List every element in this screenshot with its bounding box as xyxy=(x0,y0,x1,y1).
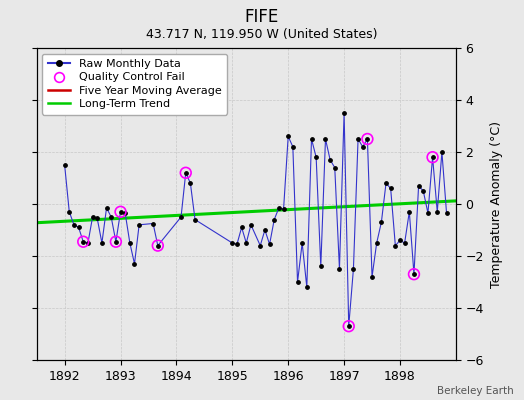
Point xyxy=(326,156,334,163)
Point xyxy=(429,154,437,160)
Point xyxy=(265,241,274,248)
Point xyxy=(154,242,162,249)
Point xyxy=(387,185,395,192)
Point xyxy=(112,238,120,245)
Point xyxy=(65,209,73,215)
Point xyxy=(79,238,88,245)
Point xyxy=(79,238,88,245)
Point xyxy=(93,215,102,222)
Point xyxy=(191,216,199,223)
Legend: Raw Monthly Data, Quality Control Fail, Five Year Moving Average, Long-Term Tren: Raw Monthly Data, Quality Control Fail, … xyxy=(42,54,227,115)
Point xyxy=(275,205,283,211)
Point xyxy=(284,133,292,140)
Text: FIFE: FIFE xyxy=(245,8,279,26)
Point xyxy=(149,220,157,227)
Point xyxy=(368,274,376,280)
Point xyxy=(121,210,129,216)
Point xyxy=(400,240,409,246)
Point xyxy=(429,154,437,160)
Point xyxy=(135,222,144,228)
Point xyxy=(363,136,372,142)
Point xyxy=(433,209,441,215)
Point xyxy=(181,170,190,176)
Point xyxy=(247,222,255,228)
Point xyxy=(340,110,348,116)
Point xyxy=(107,214,115,220)
Point xyxy=(84,240,92,246)
Point xyxy=(405,209,413,215)
Point xyxy=(345,323,353,330)
Point xyxy=(102,205,111,211)
Point xyxy=(289,144,297,150)
Point xyxy=(373,240,381,246)
Point xyxy=(391,242,399,249)
Point xyxy=(298,240,307,246)
Point xyxy=(279,206,288,212)
Point xyxy=(74,224,83,230)
Point xyxy=(112,238,120,245)
Point xyxy=(126,240,134,246)
Point xyxy=(316,263,325,270)
Text: Berkeley Earth: Berkeley Earth xyxy=(437,386,514,396)
Point xyxy=(186,180,194,186)
Point xyxy=(303,284,311,290)
Point xyxy=(331,164,339,171)
Point xyxy=(335,266,344,272)
Point xyxy=(130,261,139,267)
Point xyxy=(237,224,246,230)
Point xyxy=(312,154,320,160)
Point xyxy=(242,240,250,246)
Y-axis label: Temperature Anomaly (°C): Temperature Anomaly (°C) xyxy=(489,120,503,288)
Point xyxy=(345,323,353,330)
Point xyxy=(414,182,423,189)
Point xyxy=(270,216,278,223)
Point xyxy=(438,149,446,155)
Point xyxy=(228,240,236,246)
Point xyxy=(97,240,106,246)
Point xyxy=(70,222,78,228)
Point xyxy=(116,209,125,215)
Point xyxy=(177,214,185,220)
Point xyxy=(419,188,428,194)
Point xyxy=(181,170,190,176)
Point xyxy=(321,136,330,142)
Text: 43.717 N, 119.950 W (United States): 43.717 N, 119.950 W (United States) xyxy=(146,28,378,41)
Point xyxy=(358,144,367,150)
Point xyxy=(261,227,269,233)
Point xyxy=(60,162,69,168)
Point xyxy=(382,180,390,186)
Point xyxy=(354,136,362,142)
Point xyxy=(396,237,404,244)
Point xyxy=(233,241,241,248)
Point xyxy=(363,136,372,142)
Point xyxy=(442,210,451,216)
Point xyxy=(116,209,125,215)
Point xyxy=(349,266,357,272)
Point xyxy=(89,214,97,220)
Point xyxy=(410,271,418,278)
Point xyxy=(307,136,315,142)
Point xyxy=(377,219,386,225)
Point xyxy=(293,279,302,285)
Point xyxy=(256,242,265,249)
Point xyxy=(410,271,418,278)
Point xyxy=(154,242,162,249)
Point xyxy=(424,210,432,216)
